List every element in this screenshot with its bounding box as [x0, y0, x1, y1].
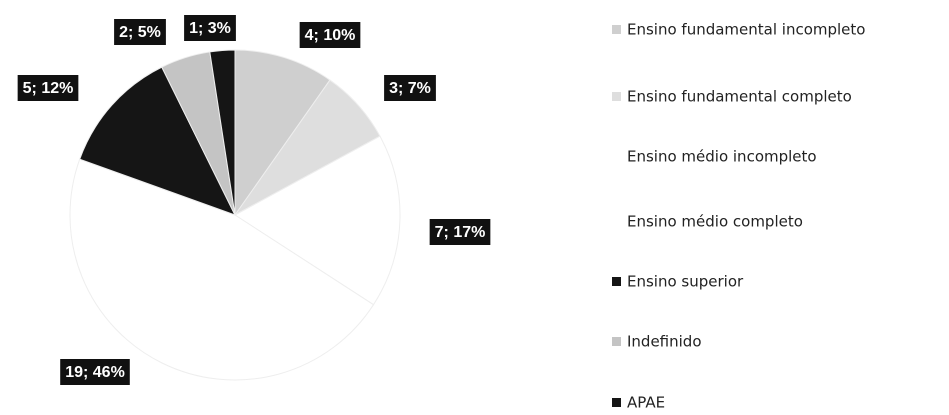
- legend-label: APAE: [627, 394, 665, 412]
- data-label-box: [17, 75, 79, 101]
- legend-label: Ensino médio completo: [627, 213, 803, 231]
- data-label-box: [429, 219, 491, 245]
- legend-swatch: [612, 398, 621, 407]
- data-label-box: [184, 15, 236, 41]
- data-label: 3; 7%: [384, 75, 436, 101]
- data-label-box: [60, 359, 130, 385]
- data-label-text: 19; 46%: [65, 364, 125, 381]
- legend-swatch: [611, 151, 622, 162]
- data-label: 4; 10%: [299, 22, 361, 48]
- data-label-text: 5; 12%: [23, 80, 74, 97]
- legend-swatch: [612, 25, 621, 34]
- legend-label: Ensino superior: [627, 273, 744, 291]
- pie-slice: [69, 158, 375, 381]
- data-label-text: 3; 7%: [389, 80, 431, 97]
- data-label: 19; 46%: [60, 359, 130, 385]
- legend-swatch: [611, 216, 622, 227]
- data-label: 1; 3%: [184, 15, 236, 41]
- legend-label: Indefinido: [627, 333, 702, 351]
- legend-swatch: [612, 92, 621, 101]
- pie-slice: [234, 49, 331, 217]
- data-label-box: [114, 19, 166, 45]
- data-label-text: 7; 17%: [435, 224, 486, 241]
- data-label: 7; 17%: [429, 219, 491, 245]
- legend-label: Ensino fundamental incompleto: [627, 21, 865, 39]
- data-label: 5; 12%: [17, 75, 79, 101]
- data-label-text: 2; 5%: [119, 24, 161, 41]
- data-label-text: 4; 10%: [305, 27, 356, 44]
- data-label-box: [384, 75, 436, 101]
- pie-slice: [209, 49, 236, 216]
- legend-label: Ensino fundamental completo: [627, 88, 852, 106]
- pie-slice: [79, 66, 236, 216]
- legend-swatch: [612, 277, 621, 286]
- data-label-text: 1; 3%: [189, 20, 231, 37]
- legend-label: Ensino médio incompleto: [627, 148, 817, 166]
- legend-swatch: [612, 337, 621, 346]
- data-label-box: [299, 22, 361, 48]
- data-label: 2; 5%: [114, 19, 166, 45]
- pie-slice: [234, 135, 401, 306]
